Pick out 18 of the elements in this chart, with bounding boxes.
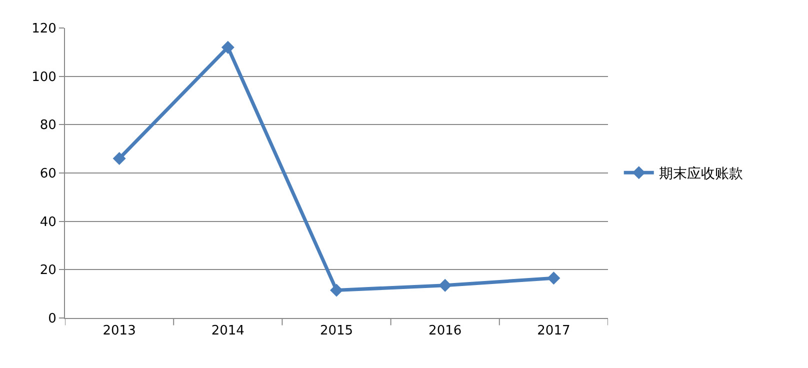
y-tick-label: 80 [40, 118, 56, 134]
y-tick-label: 120 [32, 22, 56, 37]
y-tick-label: 40 [40, 214, 56, 230]
x-tick-label: 2015 [320, 324, 354, 339]
y-tick-label: 0 [48, 312, 56, 327]
y-tick-label: 60 [40, 166, 56, 182]
x-tick-label: 2013 [102, 324, 136, 339]
point [547, 272, 560, 285]
point [330, 284, 343, 297]
point [221, 40, 234, 54]
legend-label: 期末应收账款 [658, 166, 743, 182]
point [438, 278, 452, 292]
y-tick-label: 20 [40, 263, 56, 278]
x-tick-label: 2017 [537, 324, 570, 339]
x-tick-label: 2014 [211, 324, 244, 339]
x-tick-label: 2016 [428, 324, 462, 339]
point [112, 152, 126, 165]
y-tick-label: 100 [32, 70, 56, 85]
